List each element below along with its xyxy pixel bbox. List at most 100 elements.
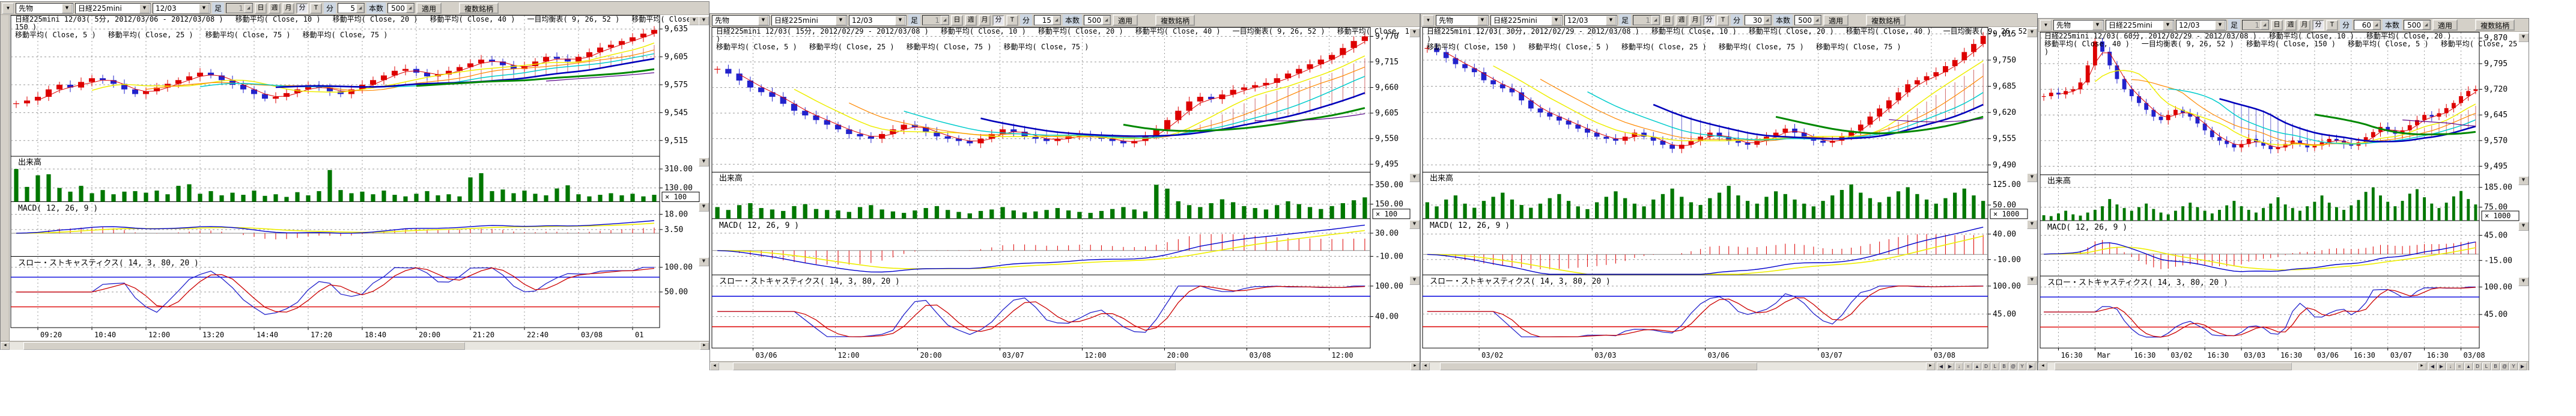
scroll-track[interactable] <box>2047 362 2417 370</box>
h-scrollbar[interactable]: ◄ ► <box>1 341 709 350</box>
pane-collapse-button[interactable]: ▼ <box>2027 173 2037 183</box>
multi-symbol-button[interactable]: 複数銘柄 <box>459 2 499 14</box>
drawing-tool-button[interactable]: Y <box>2018 362 2026 370</box>
scroll-right-button[interactable]: ► <box>700 341 709 350</box>
pane-collapse-button[interactable]: ▼ <box>699 203 709 212</box>
scroll-thumb[interactable] <box>733 362 1176 370</box>
category-select[interactable]: 先物 ▼ <box>712 14 770 26</box>
pane-collapse-button[interactable]: ▼ <box>1409 219 1420 229</box>
spinner-icon[interactable]: ◢ <box>941 16 949 25</box>
minute-input[interactable]: 5 ◢ <box>338 3 365 13</box>
pane-collapse-button[interactable]: ▼ <box>1409 173 1420 183</box>
scroll-left-button[interactable]: ◄ <box>710 362 719 370</box>
spinner-icon[interactable]: ◢ <box>2422 20 2431 29</box>
chart-body[interactable]: 03/02 03/03 03/06 03/07 03/08 9,815 9,750 9,685… <box>1421 27 2037 361</box>
pane-collapse-button[interactable]: ▼ <box>2518 176 2529 185</box>
drawing-tool-button[interactable]: @ <box>2009 362 2017 370</box>
scroll-track[interactable] <box>1430 362 1926 370</box>
scroll-left-button[interactable]: ◄ <box>2038 362 2047 370</box>
spinner-icon[interactable]: ◢ <box>1813 16 1821 25</box>
drawing-tool-button[interactable]: L <box>1991 362 1999 370</box>
drawing-tool-button[interactable]: ◀ <box>1937 362 1945 370</box>
pane-collapse-button[interactable]: ▼ <box>2027 28 2037 37</box>
spinner-icon[interactable]: ◢ <box>406 4 415 13</box>
spinner-icon[interactable]: ◢ <box>2261 20 2269 29</box>
period-week-button[interactable]: 週 <box>965 14 977 26</box>
pane-collapse-button[interactable]: ▼ <box>699 158 709 167</box>
scroll-right-button[interactable]: ► <box>1411 362 1420 370</box>
pane-collapse-button[interactable]: ▼ <box>699 16 709 25</box>
bars-input[interactable]: 500 ◢ <box>1794 15 1822 25</box>
drawing-tool-button[interactable]: ▲ <box>2464 362 2473 370</box>
drawing-tool-button[interactable]: L <box>2482 362 2491 370</box>
drawing-tool-button[interactable]: = <box>2455 362 2464 370</box>
period-minute-button[interactable]: 分 <box>296 2 309 14</box>
period-minute-button[interactable]: 分 <box>1703 14 1716 26</box>
ashi-count-input[interactable]: 1 ◢ <box>1633 15 1660 25</box>
pane-collapse-button[interactable]: ▼ <box>1409 276 1420 286</box>
period-week-button[interactable]: 週 <box>2285 19 2297 31</box>
contract-select[interactable]: 12/03 ▼ <box>849 14 907 26</box>
pane-collapse-button[interactable]: ▼ <box>2518 33 2529 42</box>
symbol-select[interactable]: 日経225mini ▼ <box>1490 14 1563 26</box>
spinner-icon[interactable]: ◢ <box>1651 16 1660 25</box>
apply-button[interactable]: 適用 <box>1113 14 1138 26</box>
drawing-tool-button[interactable]: D <box>1982 362 1990 370</box>
ashi-count-input[interactable]: 1 ◢ <box>226 3 254 13</box>
pane-collapse-button[interactable]: ▼ <box>699 257 709 267</box>
drawing-tool-button[interactable]: ◀ <box>2428 362 2437 370</box>
scroll-track[interactable] <box>10 341 700 350</box>
contract-select[interactable]: 12/03 ▼ <box>2176 19 2226 31</box>
period-month-button[interactable]: 月 <box>282 2 295 14</box>
bars-input[interactable]: 500 ◢ <box>1084 15 1111 25</box>
chart-body[interactable]: 09:20 10:40 12:00 13:20 14:40 17:20 18:40 20:00… <box>1 15 709 341</box>
apply-button[interactable]: 適用 <box>2432 19 2458 31</box>
minute-input[interactable]: 15 ◢ <box>1034 15 1062 25</box>
period-month-button[interactable]: 月 <box>2298 19 2311 31</box>
contract-select[interactable]: 12/03 ▼ <box>153 2 210 14</box>
window-menu-button[interactable]: ▼ <box>2 2 14 14</box>
chart-body[interactable]: 16:30 Mar 16:30 03/02 16:30 03/03 16:30 03/06 16… <box>2038 32 2529 361</box>
drawing-tool-button[interactable]: @ <box>2500 362 2509 370</box>
h-scrollbar[interactable]: ◄ ► ◀ ▶ ↓ = ▲ D L B @ Y ▶ <box>2038 361 2529 370</box>
scroll-thumb[interactable] <box>1439 362 1758 370</box>
drawing-tool-button[interactable]: B <box>2491 362 2500 370</box>
apply-button[interactable]: 適用 <box>416 2 442 14</box>
multi-symbol-button[interactable]: 複数銘柄 <box>1866 14 1906 26</box>
h-scrollbar[interactable]: ◄ ► ◀ ▶ ↓ = ▲ D L B @ Y ▶ <box>1421 361 2037 370</box>
period-tick-button[interactable]: T <box>1717 14 1730 26</box>
spinner-icon[interactable]: ◢ <box>1763 16 1772 25</box>
spinner-icon[interactable]: ◢ <box>1053 16 1061 25</box>
scroll-right-button[interactable]: ► <box>2417 362 2426 370</box>
pane-collapse-button[interactable]: ▼ <box>2027 276 2037 286</box>
scroll-thumb[interactable] <box>2055 362 2292 370</box>
drawing-tool-button[interactable]: B <box>2000 362 2008 370</box>
ashi-count-input[interactable]: 1 ◢ <box>922 15 950 25</box>
period-minute-button[interactable]: 分 <box>2312 19 2325 31</box>
scroll-right-button[interactable]: ► <box>1926 362 1935 370</box>
drawing-tool-button[interactable]: ▶ <box>2027 362 2035 370</box>
category-select[interactable]: 先物 ▼ <box>2053 19 2104 31</box>
bars-input[interactable]: 500 ◢ <box>387 3 415 13</box>
symbol-select[interactable]: 日経225mini ▼ <box>75 2 151 14</box>
period-week-button[interactable]: 週 <box>1675 14 1688 26</box>
drawing-tool-button[interactable]: ▲ <box>1973 362 1981 370</box>
chart-plot[interactable]: 03/02 03/03 03/06 03/07 03/08 9,815 9,750 9,685… <box>1421 27 2037 361</box>
spinner-icon[interactable]: ◢ <box>245 4 253 13</box>
minute-input[interactable]: 60 ◢ <box>2354 20 2381 30</box>
chart-plot[interactable]: 03/06 12:00 20:00 03/07 12:00 20:00 03/08 12:00… <box>710 27 1420 361</box>
period-tick-button[interactable]: T <box>310 2 323 14</box>
ashi-count-input[interactable]: 1 ◢ <box>2242 20 2270 30</box>
chart-body[interactable]: 03/06 12:00 20:00 03/07 12:00 20:00 03/08 12:00… <box>710 27 1420 361</box>
minute-input[interactable]: 30 ◢ <box>1745 15 1772 25</box>
contract-select[interactable]: 12/03 ▼ <box>1564 14 1617 26</box>
drawing-tool-button[interactable]: ▶ <box>1946 362 1954 370</box>
pane-collapse-button[interactable]: ▼ <box>1409 28 1420 37</box>
drawing-tool-button[interactable]: ▶ <box>2437 362 2446 370</box>
period-tick-button[interactable]: T <box>1006 14 1019 26</box>
category-select[interactable]: 先物 ▼ <box>1436 14 1489 26</box>
period-day-button[interactable]: 日 <box>2271 19 2283 31</box>
h-scrollbar[interactable]: ◄ ► <box>710 361 1420 370</box>
pane-collapse-button[interactable]: ▼ <box>2027 219 2037 229</box>
period-day-button[interactable]: 日 <box>255 2 267 14</box>
